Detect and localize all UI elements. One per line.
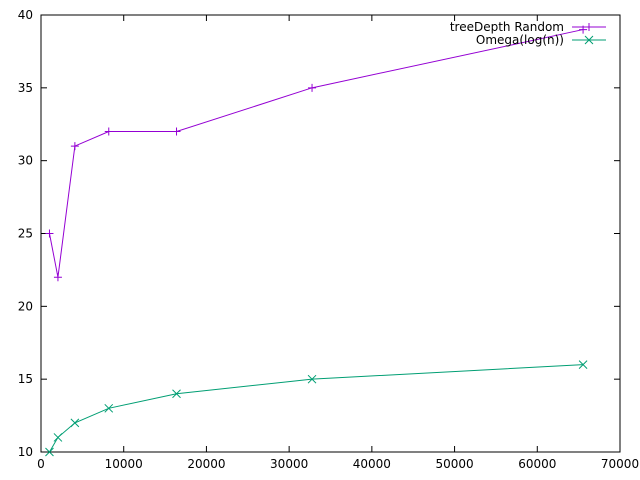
data-point [578,360,588,369]
y-tick-label: 25 [18,227,33,241]
data-point [70,418,80,428]
series-line [49,364,584,453]
data-point [104,127,113,136]
y-tick-label: 40 [18,8,33,22]
data-point [172,389,181,399]
legend-swatch-marker [584,35,594,45]
y-tick-label: 30 [18,154,33,168]
y-tick-label: 10 [18,445,33,459]
x-tick-label: 30000 [270,457,308,471]
plot-frame [40,14,621,453]
x-tick-label: 50000 [435,457,473,471]
data-point [172,127,181,136]
axis-ticks: 0 10000 20000 30000 40000 50000 60000 70000 10 15… [18,8,639,471]
data-point [53,433,63,442]
x-tick-label: 40000 [353,457,391,471]
series-0 [45,25,588,282]
series-line [48,29,584,278]
x-tick-label: 0 [37,457,45,471]
data-point [45,447,54,457]
series-1 [45,360,588,457]
y-tick-label: 35 [18,81,33,95]
legend-label: treeDepth Random [450,20,564,34]
legend-item: treeDepth Random [450,20,606,34]
series-layer [45,25,588,457]
x-tick-label: 60000 [518,457,556,471]
data-point [45,229,54,238]
legend-swatch-marker [585,23,593,31]
y-tick-label: 15 [18,372,33,386]
data-point [104,403,114,413]
x-tick-label: 20000 [187,457,225,471]
data-point [307,374,317,384]
data-point [53,273,62,282]
y-tick-label: 20 [18,299,33,313]
legend-label: Omega(log(n)) [476,33,564,47]
data-point [308,83,317,92]
legend-item: Omega(log(n)) [476,33,606,47]
data-point [70,142,79,151]
x-tick-label: 70000 [601,457,639,471]
x-tick-label: 10000 [105,457,143,471]
